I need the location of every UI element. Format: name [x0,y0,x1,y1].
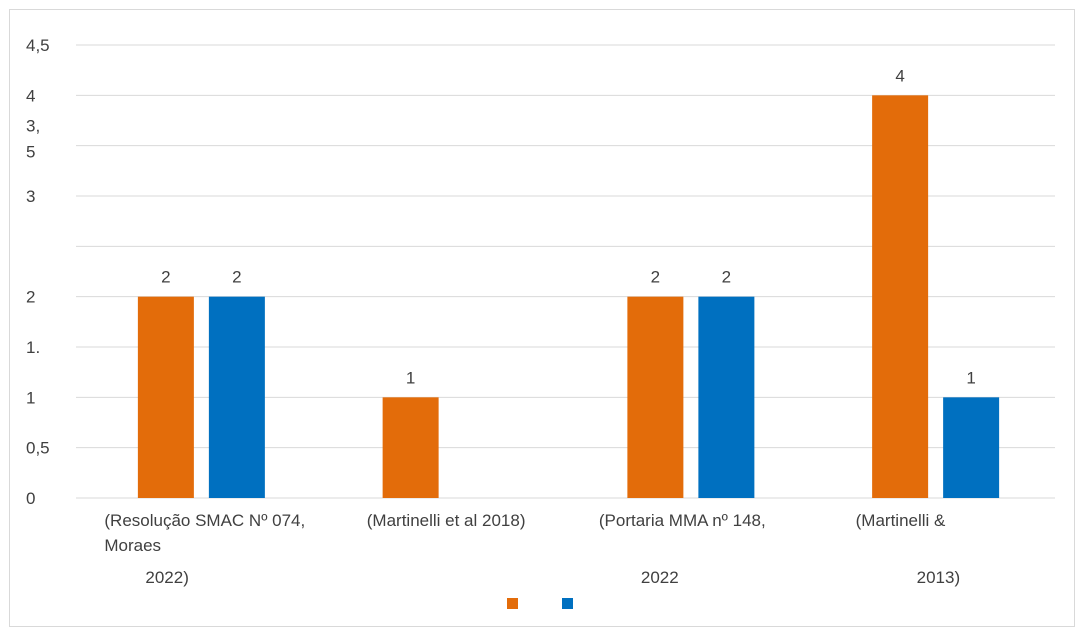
legend-marker-series-2 [562,598,573,609]
y-tick-label: 3 [26,187,35,206]
data-label: 1 [406,368,415,387]
bar-series-1 [627,296,684,498]
y-tick-label: 1. [26,338,40,357]
bar-series-2 [698,296,755,498]
y-tick-label: 3, 5 [26,117,40,162]
x-tick-label: (Martinelli & 2013) [856,511,960,587]
data-label: 2 [651,268,660,287]
bar-chart: 0 0,5 1 1. 2 3 3, 5 4 4,5 2 2 1 2 2 4 1 (Resolução SMAC… [26,36,1055,609]
y-tick-label: 0 [26,489,35,508]
data-label: 2 [722,268,731,287]
chart-frame: 0 0,5 1 1. 2 3 3, 5 4 4,5 2 2 1 2 2 4 1 (Resolução SMAC… [9,9,1075,627]
y-axis-tick-labels: 0 0,5 1 1. 2 3 3, 5 4 4,5 [26,36,50,508]
legend-marker-series-1 [507,598,518,609]
data-label: 1 [966,368,975,387]
x-axis-category-labels: (Resolução SMAC Nº 074, Moraes 2022) (Marti… [104,511,960,587]
data-label: 4 [895,66,904,85]
x-tick-label: (Resolução SMAC Nº 074, Moraes 2022) [104,511,305,587]
data-label: 2 [161,268,170,287]
x-tick-label: (Portaria MMA nº 148, 2022 [599,511,766,587]
y-tick-label: 0,5 [26,439,50,458]
bars [137,95,1000,498]
data-label: 2 [232,268,241,287]
bar-series-1 [382,397,439,498]
y-tick-label: 4,5 [26,36,50,55]
y-tick-label: 2 [26,288,35,307]
y-tick-label: 4 [26,86,35,105]
y-tick-label: 1 [26,388,35,407]
bar-series-2 [943,397,1000,498]
x-tick-label: (Martinelli et al 2018) [367,511,526,530]
bar-series-1 [872,95,929,498]
bar-series-2 [208,296,265,498]
data-labels: 2 2 1 2 2 4 1 [161,66,976,387]
bar-series-1 [137,296,194,498]
legend [507,598,573,609]
